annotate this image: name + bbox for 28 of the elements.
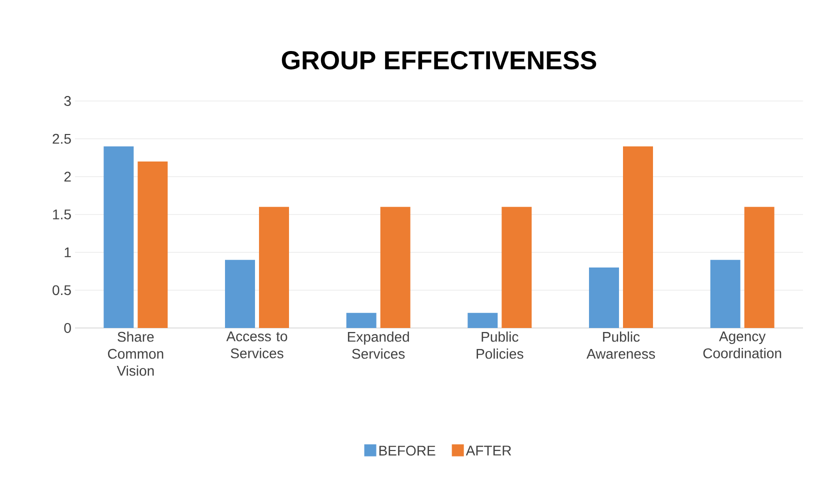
bar <box>468 312 498 328</box>
x-tick-label: Public Policies <box>476 332 524 359</box>
bar <box>104 146 134 328</box>
chart-title: GROUP EFFECTIVENESS <box>282 51 596 70</box>
y-tick-label: 1 <box>64 248 71 258</box>
bar <box>623 146 653 328</box>
y-tick-label: 0.5 <box>52 285 71 296</box>
bar <box>589 267 619 328</box>
legend-label: BEFORE <box>379 446 436 456</box>
legend-label: AFTER <box>466 446 512 456</box>
x-tick-label: Access to Services <box>226 332 288 358</box>
y-tick-label: 2.5 <box>52 134 71 144</box>
bar <box>346 312 376 328</box>
x-tick-label: Share Common Vision <box>108 332 164 376</box>
bar <box>744 206 774 328</box>
x-tick-label: Public Awareness <box>586 332 655 359</box>
bar <box>710 260 740 328</box>
x-tick-label: Agency Coordination <box>703 332 782 358</box>
x-tick-label: Expanded Services <box>348 332 409 359</box>
y-tick-label: 1.5 <box>53 210 71 220</box>
y-tick-label: 0 <box>64 323 71 333</box>
bar <box>138 162 168 328</box>
bar <box>380 206 410 328</box>
y-tick-label: 3 <box>64 96 71 106</box>
bar <box>225 260 256 328</box>
bar <box>502 206 532 328</box>
y-tick-label: 2 <box>64 172 71 182</box>
bar <box>259 206 290 328</box>
